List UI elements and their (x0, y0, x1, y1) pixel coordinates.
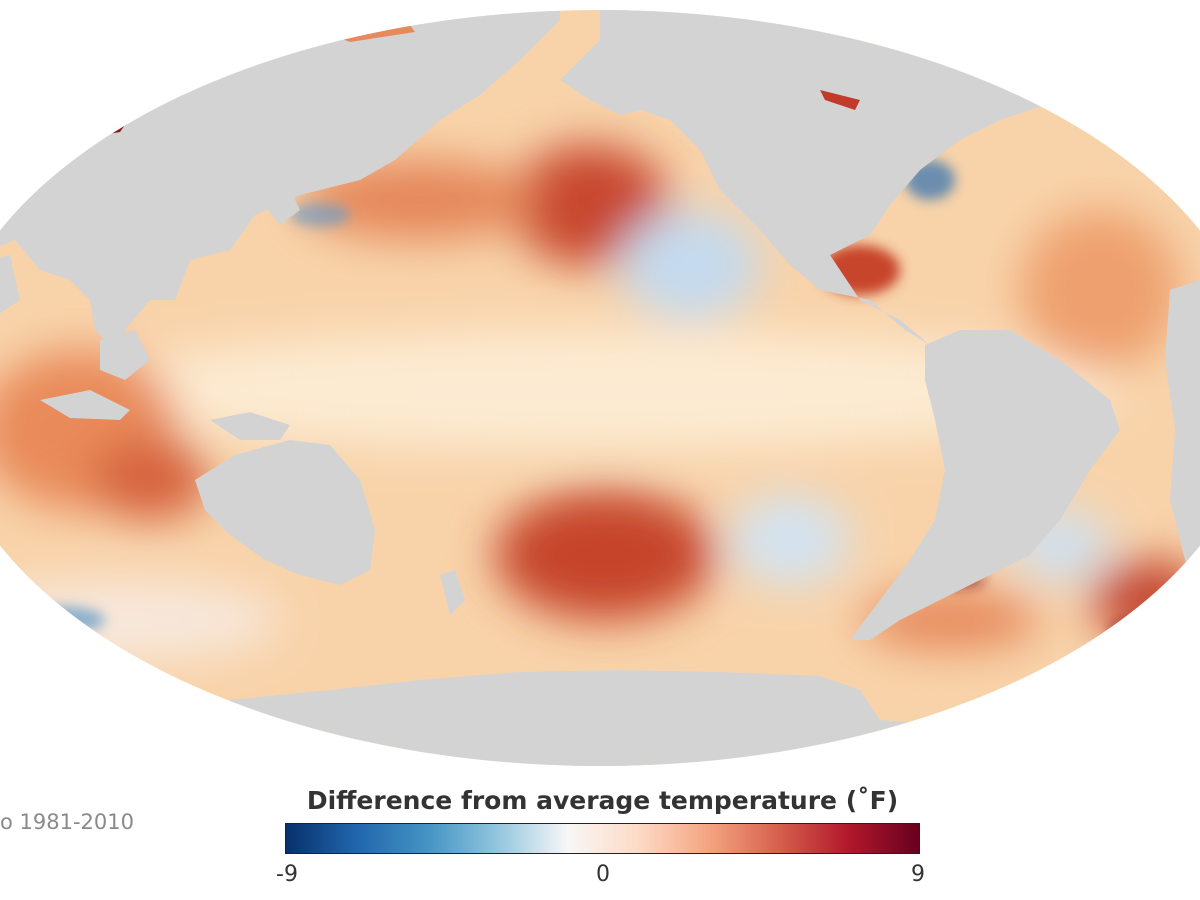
land-indonesia (40, 390, 130, 420)
brazil-current-anomaly (1110, 618, 1190, 642)
equatorial-pacific-anomaly (80, 330, 1120, 450)
legend-title: Difference from average temperature (˚F) (306, 786, 899, 815)
land-japan (260, 190, 300, 225)
land-australia (195, 440, 375, 585)
land-new-guinea (210, 412, 290, 440)
northeast-pacific-anomaly (620, 210, 760, 320)
land-antarctica (0, 670, 1200, 766)
legend-tick-max: 9 (911, 862, 925, 887)
legend-tick-zero: 0 (596, 862, 610, 887)
timor-sea-anomaly (90, 440, 210, 520)
southeast-pacific-anomaly (730, 495, 850, 585)
land-west-edge (0, 255, 20, 320)
land-borneo (100, 330, 150, 380)
world-map (0, 10, 1200, 766)
land-south-america (850, 330, 1120, 640)
color-scale-bar (285, 823, 920, 854)
land-new-zealand (440, 570, 465, 615)
north-atlantic-anomaly (1020, 210, 1180, 370)
south-pacific-anomaly (495, 490, 715, 620)
baseline-period-caption: o 1981-2010 (0, 810, 134, 834)
land-africa (1165, 280, 1200, 600)
land-greenland (1090, 40, 1200, 140)
kuroshio-cool-anomaly (290, 203, 350, 227)
legend-tick-min: -9 (276, 862, 298, 887)
north-pacific-anomaly (510, 145, 670, 265)
southern-ocean-cool-anomaly (15, 606, 105, 634)
